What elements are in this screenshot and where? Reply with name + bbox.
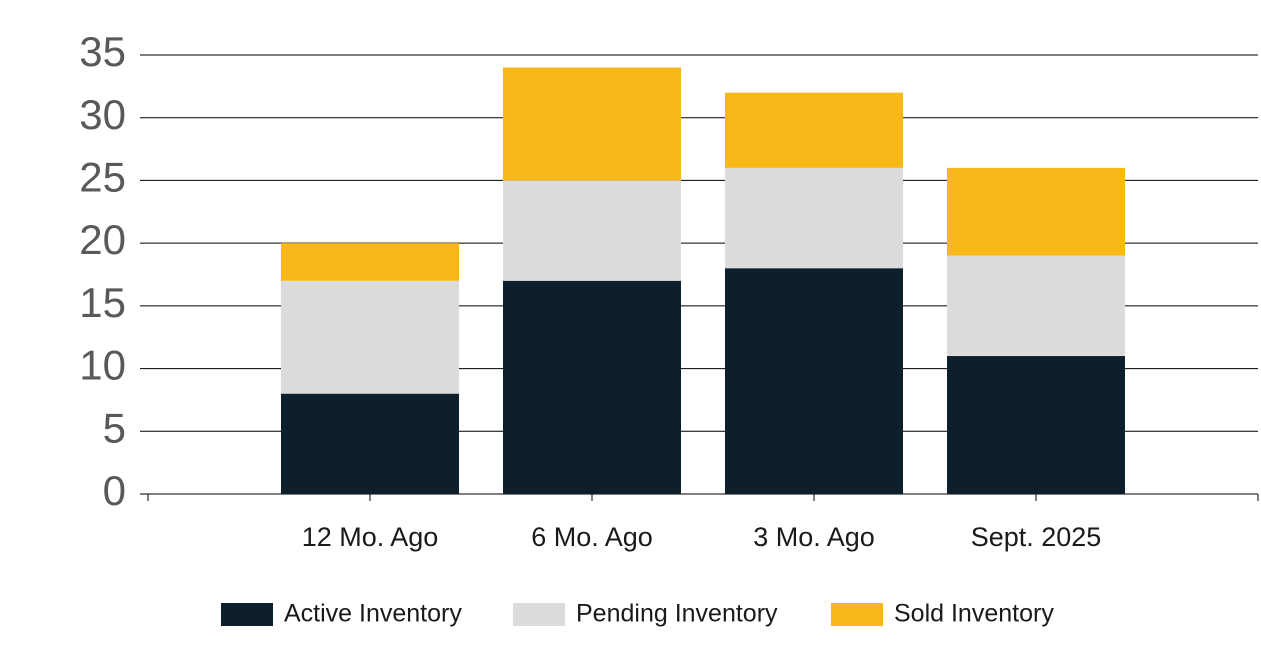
bar-segment	[503, 180, 681, 281]
y-tick-label: 0	[103, 467, 126, 514]
legend-label: Active Inventory	[284, 600, 462, 628]
bar-segment	[281, 280, 459, 394]
y-tick-label: 30	[79, 91, 126, 138]
bar-segment	[503, 280, 681, 494]
y-tick-label: 20	[79, 216, 126, 263]
y-tick-label: 15	[79, 279, 126, 326]
legend-label: Pending Inventory	[576, 600, 778, 628]
bar-segment	[725, 268, 903, 494]
bar-segment	[947, 356, 1125, 494]
y-tick-label: 35	[79, 28, 126, 75]
bar-segment	[947, 167, 1125, 256]
bar-segment	[281, 243, 459, 281]
y-tick-label: 10	[79, 342, 126, 389]
bar-segment	[947, 255, 1125, 357]
x-tick-label: 6 Mo. Ago	[531, 522, 653, 552]
x-tick-label: Sept. 2025	[971, 522, 1102, 552]
x-tick-label: 3 Mo. Ago	[753, 522, 875, 552]
bar-segment	[725, 92, 903, 168]
legend-swatch	[221, 603, 273, 626]
legend-swatch	[831, 603, 883, 626]
legend-label: Sold Inventory	[894, 600, 1054, 628]
bar-segment	[725, 167, 903, 269]
bar-segment	[503, 67, 681, 181]
legend-swatch	[513, 603, 565, 626]
x-tick-label: 12 Mo. Ago	[302, 522, 439, 552]
bar-segment	[281, 393, 459, 494]
y-tick-label: 5	[103, 404, 126, 451]
y-tick-label: 25	[79, 154, 126, 201]
